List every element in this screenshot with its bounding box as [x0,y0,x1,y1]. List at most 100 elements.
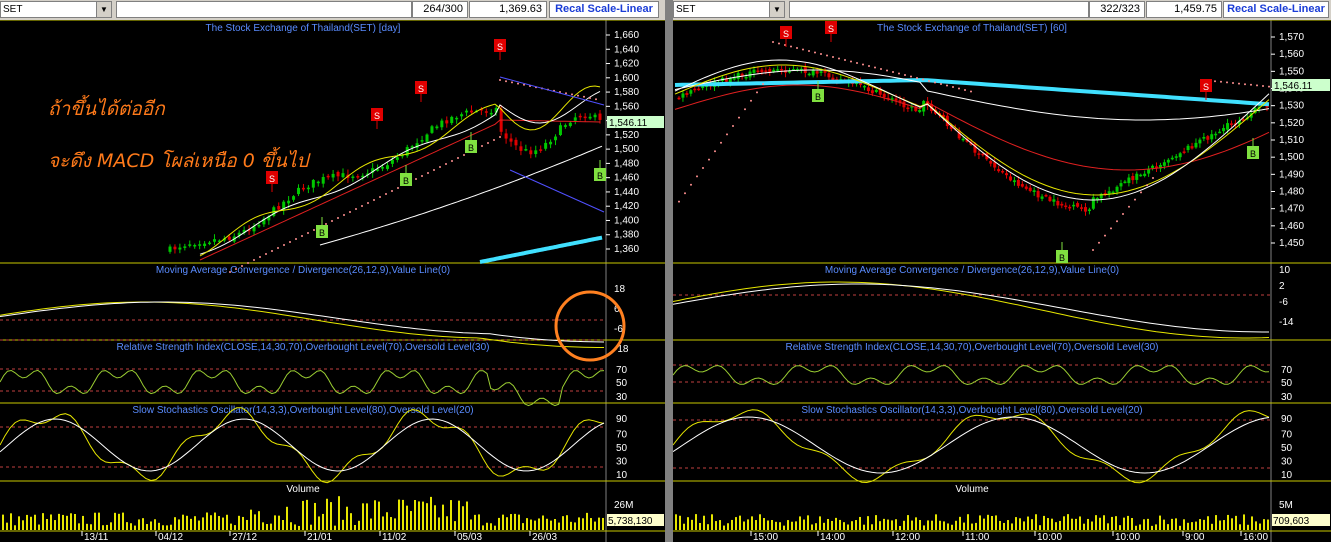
candle-body [588,116,592,119]
price-tick-label: 1,440 [614,187,639,198]
buy-signal-label: B [1250,149,1256,159]
candle-body [1076,203,1080,207]
sar-dot [1226,81,1228,84]
candle-body [1214,133,1218,136]
sar-dot [778,42,780,45]
macd-tick-label: 2 [1279,281,1285,292]
buy-signal-label: B [1059,253,1065,263]
right-recal-scale-button[interactable]: Recal Scale-Linear [1223,1,1329,18]
ma-yellow [674,64,1270,196]
sar-dot [433,169,435,171]
ma-red [674,84,1270,171]
price-tick-label: 1,490 [1279,169,1304,180]
sar-dot [487,142,489,144]
price-tick-label: 1,460 [614,173,639,184]
candle-body [977,153,981,155]
chevron-down-icon[interactable]: ▼ [96,2,111,17]
candle-body [376,169,380,171]
right-symbol-value: SET [676,4,696,15]
sar-dot [493,139,495,141]
candle-body [435,126,439,129]
buy-signal-label: B [319,228,325,238]
candle-body [430,126,434,133]
buy-signal-marker [465,140,477,153]
price-tick-label: 1,600 [614,73,639,84]
candle-body [697,88,701,91]
sar-dot [946,84,948,87]
sar-dot [862,63,864,66]
candle-body [827,73,831,78]
candle-body [787,71,791,73]
sar-dot [820,53,822,55]
sar-dot [886,69,888,72]
candle-body [981,153,985,156]
sar-dot [934,81,936,84]
trend-channel-line [509,169,605,213]
candle-body [1210,134,1214,140]
candle-body [1087,209,1091,212]
candle-body [331,173,335,178]
buy-signal-label: B [403,176,409,186]
chevron-down-icon[interactable]: ▼ [769,2,784,17]
price-tick-label: 1,520 [614,130,639,141]
candle-body [973,143,977,153]
sar-dot [499,79,501,81]
sar-dot [772,41,774,43]
sar-dot [940,83,942,85]
candle-body [593,114,597,118]
candle-body [301,187,305,190]
sar-dot [595,98,597,101]
right-symbol-select[interactable]: SET ▼ [673,1,785,18]
price-tick-label: 1,450 [1279,238,1304,249]
candle-body [168,246,172,252]
candle-body [791,69,795,71]
candle-body [1127,177,1131,184]
sell-signal-marker [1200,79,1212,92]
sar-dot [1262,85,1264,87]
pane-divider[interactable] [665,0,673,542]
sar-dot [714,150,716,153]
candle-body [292,196,296,200]
sar-dot [702,167,704,169]
candle-body [400,154,404,157]
candle-body [1032,190,1036,192]
candle-body [529,150,533,155]
macd-title: Moving Average Convergence / Divergence(… [825,265,1119,276]
candle-body [351,176,355,179]
macd-tick-label: 18 [614,284,626,295]
stochastic-title: Slow Stochastics Oscillator(14,3,3),Over… [801,405,1142,416]
candle-body [366,173,370,176]
sar-dot [684,192,686,195]
candle-body [1158,165,1162,169]
sar-dot [880,68,882,70]
sar-dot [750,99,752,102]
left-chart-pane: SET ▼ 264/300 1,369.63 Recal Scale-Linea… [0,0,665,542]
sell-signal-marker [780,26,792,39]
left-symbol-select[interactable]: SET ▼ [0,1,112,18]
candle-body [336,171,340,177]
left-recal-scale-button[interactable]: Recal Scale-Linear [549,1,659,18]
sar-dot [511,81,513,84]
sell-signal-label: S [1203,82,1209,92]
candle-body [882,93,886,98]
volume-value-label: 5,738,130 [608,516,653,527]
candle-body [509,138,513,142]
right-chart-canvas: The Stock Exchange of Thailand(SET) [60]… [673,20,1331,542]
candle-body [306,187,310,190]
price-tick-label: 1,460 [1279,221,1304,232]
sell-signal-marker [266,171,278,184]
sar-dot [523,83,525,86]
candle-body [736,73,740,79]
candle-body [941,114,945,118]
candle-body [425,134,429,142]
last-price-box [1272,79,1330,91]
candle-body [341,173,345,178]
candle-body [1060,203,1064,206]
sar-dot [337,217,339,219]
candle-body [1028,187,1032,192]
last-price-label: 1,546.11 [1274,81,1313,92]
macd-line [0,301,605,343]
candle-body [914,106,918,112]
stochastic-tick-label: 10 [616,470,628,481]
price-tick-label: 1,560 [1279,49,1304,60]
